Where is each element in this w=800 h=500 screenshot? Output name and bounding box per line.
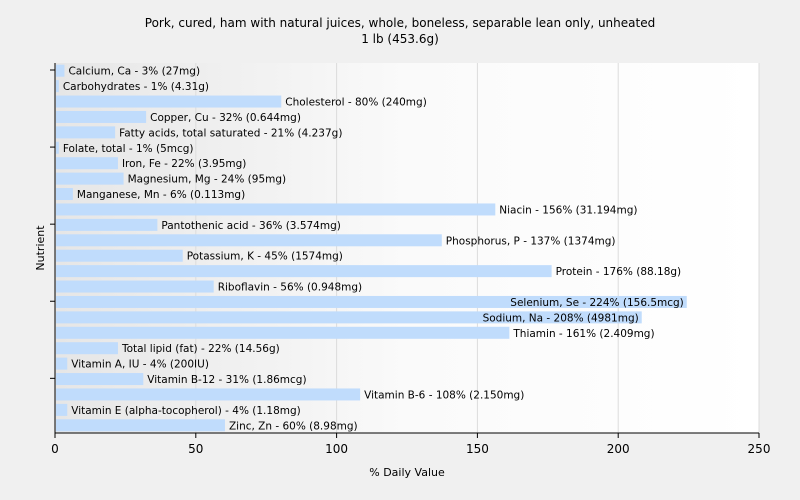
bar-label: Zinc, Zn - 60% (8.98mg) (229, 420, 358, 432)
chart-title: Pork, cured, ham with natural juices, wh… (145, 16, 655, 30)
bar (56, 373, 144, 386)
bar-label: Pantothenic acid - 36% (3.574mg) (161, 220, 340, 232)
bar (56, 172, 124, 185)
x-tick-label: 250 (748, 442, 771, 456)
bar (56, 342, 118, 355)
bar (56, 419, 225, 432)
x-tick-label: 100 (325, 442, 348, 456)
bar (56, 265, 552, 278)
bar (56, 234, 442, 247)
bar (56, 311, 642, 324)
bar (56, 357, 68, 370)
bar (56, 326, 510, 339)
bar (56, 249, 183, 262)
x-axis-label: % Daily Value (369, 466, 445, 479)
bar-label: Sodium, Na - 208% (4981mg) (483, 312, 639, 324)
bar (56, 95, 282, 108)
bar-label: Calcium, Ca - 3% (27mg) (68, 66, 200, 78)
bar-label: Carbohydrates - 1% (4.31g) (63, 81, 209, 93)
bar (56, 388, 361, 401)
bar-label: Thiamin - 161% (2.409mg) (512, 328, 654, 340)
bar (56, 141, 59, 154)
bar (56, 157, 118, 170)
bar-label: Riboflavin - 56% (0.948mg) (218, 282, 362, 294)
bar (56, 295, 687, 308)
bar (56, 80, 59, 93)
bar-label: Total lipid (fat) - 22% (14.56g) (121, 343, 280, 355)
bar-label: Vitamin B-12 - 31% (1.86mcg) (147, 374, 306, 386)
bar-label: Selenium, Se - 224% (156.5mcg) (510, 297, 684, 309)
bar-label: Protein - 176% (88.18g) (556, 266, 682, 278)
bar-label: Manganese, Mn - 6% (0.113mg) (77, 189, 245, 201)
bar-label: Phosphorus, P - 137% (1374mg) (446, 235, 616, 247)
bar-label: Folate, total - 1% (5mcg) (63, 143, 194, 155)
x-tick-label: 0 (51, 442, 59, 456)
bar-label: Vitamin B-6 - 108% (2.150mg) (364, 389, 524, 401)
bar (56, 280, 214, 293)
chart-subtitle: 1 lb (453.6g) (361, 32, 439, 46)
bar-label: Magnesium, Mg - 24% (95mg) (128, 174, 287, 186)
x-tick-label: 150 (466, 442, 489, 456)
bar (56, 218, 158, 231)
bar (56, 64, 65, 77)
bar (56, 403, 68, 416)
x-tick-label: 50 (188, 442, 203, 456)
bar-label: Vitamin A, IU - 4% (200IU) (71, 359, 209, 371)
x-tick-label: 200 (607, 442, 630, 456)
bar-label: Iron, Fe - 22% (3.95mg) (122, 158, 246, 170)
plot-area (55, 63, 759, 433)
bar-label: Potassium, K - 45% (1574mg) (187, 251, 343, 263)
bar-label: Vitamin E (alpha-tocopherol) - 4% (1.18m… (71, 405, 301, 417)
bar (56, 110, 147, 123)
bar-label: Fatty acids, total saturated - 21% (4.23… (119, 127, 342, 139)
y-axis-label: Nutrient (34, 225, 47, 271)
bar (56, 126, 116, 139)
bar-label: Copper, Cu - 32% (0.644mg) (150, 112, 301, 124)
bar-label: Niacin - 156% (31.194mg) (499, 204, 637, 216)
bar-label: Cholesterol - 80% (240mg) (285, 97, 427, 109)
bar (56, 203, 496, 216)
bar (56, 188, 73, 201)
